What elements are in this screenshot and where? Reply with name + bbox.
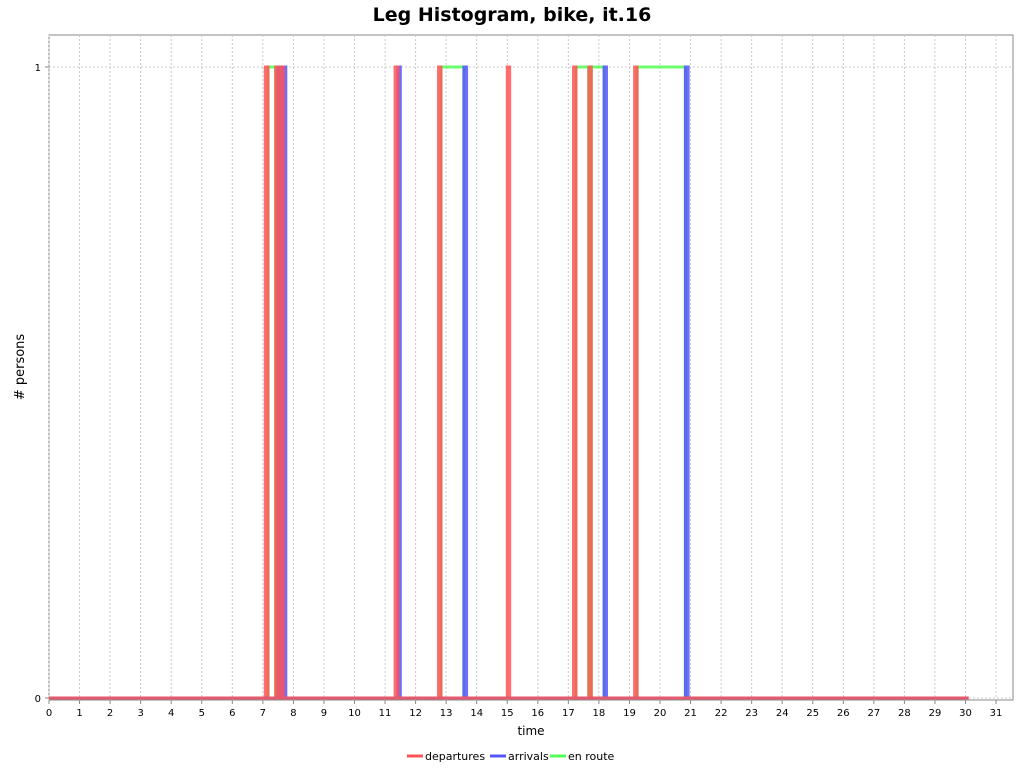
legend-label-arrivals: arrivals — [508, 750, 549, 763]
x-tick-label: 20 — [654, 708, 667, 719]
x-tick-label: 3 — [137, 708, 143, 719]
plot-area — [48, 34, 1014, 701]
legend-label-en-route: en route — [568, 750, 615, 763]
x-tick-label: 9 — [321, 708, 327, 719]
x-tick-label: 10 — [348, 708, 361, 719]
y-tick-label: 1 — [35, 63, 41, 74]
x-tick-label: 6 — [229, 708, 235, 719]
chart-title: Leg Histogram, bike, it.16 — [373, 4, 652, 26]
x-tick-label: 11 — [379, 708, 392, 719]
legend-label-departures: departures — [425, 750, 485, 763]
x-tick-label: 23 — [745, 708, 758, 719]
x-tick-label: 28 — [898, 708, 911, 719]
x-tick-label: 24 — [776, 708, 789, 719]
x-tick-label: 5 — [199, 708, 205, 719]
x-tick-label: 15 — [501, 708, 514, 719]
y-axis-ticks: 01 — [35, 63, 49, 705]
x-tick-label: 14 — [470, 708, 483, 719]
legend: departures arrivals en route — [407, 750, 615, 763]
y-axis-label: # persons — [13, 334, 28, 401]
x-tick-label: 19 — [623, 708, 636, 719]
x-tick-label: 1 — [76, 708, 82, 719]
x-axis-label: time — [517, 724, 544, 738]
x-tick-label: 7 — [260, 708, 266, 719]
x-axis-ticks: 0 1 2 3 4 5 6 7 8 9 10 11 12 13 14 15 16 17 18 19 20 21 22 23 24… — [46, 700, 1003, 719]
x-tick-label: 8 — [290, 708, 296, 719]
x-tick-label: 25 — [806, 708, 819, 719]
x-tick-label: 30 — [959, 708, 972, 719]
x-tick-label: 31 — [990, 708, 1003, 719]
x-tick-label: 26 — [837, 708, 850, 719]
x-tick-label: 12 — [409, 708, 422, 719]
x-tick-label: 29 — [929, 708, 942, 719]
x-tick-label: 4 — [168, 708, 174, 719]
x-tick-label: 22 — [715, 708, 728, 719]
x-tick-label: 21 — [684, 708, 697, 719]
x-tick-label: 16 — [531, 708, 544, 719]
x-tick-label: 18 — [593, 708, 606, 719]
x-tick-label: 2 — [107, 708, 113, 719]
x-tick-label: 17 — [562, 708, 575, 719]
x-tick-label: 0 — [46, 708, 52, 719]
x-tick-label: 27 — [867, 708, 880, 719]
series-layer — [49, 65, 969, 700]
y-tick-label: 0 — [35, 694, 41, 705]
series-line-departures — [49, 65, 969, 700]
x-tick-label: 13 — [440, 708, 453, 719]
